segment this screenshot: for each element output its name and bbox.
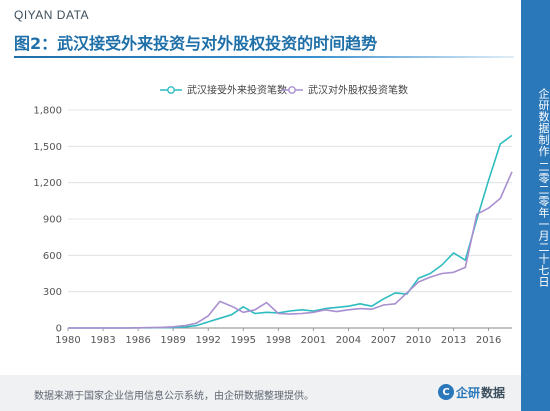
y-tick-label: 1,500 [33, 142, 62, 153]
series-line-2 [68, 171, 513, 329]
x-tick-label: 2004 [336, 335, 361, 346]
x-tick-label: 2001 [301, 335, 326, 346]
footer-source: 数据来源于国家企业信用信息公示系统，由企研数据整理提供。 [34, 391, 314, 402]
y-tick-label: 0 [56, 324, 62, 335]
x-tick-label: 1983 [90, 335, 115, 346]
title-underline [14, 56, 514, 58]
page-title: 图2：武汉接受外来投资与对外股权投资的时间趋势 [14, 34, 378, 53]
x-tick-label: 1998 [266, 335, 291, 346]
footer-bar [0, 375, 521, 411]
legend-label: 武汉接受外来投资笔数 [187, 84, 287, 97]
y-tick-label: 600 [43, 251, 62, 262]
legend-swatch-marker [167, 86, 175, 94]
x-tick-label: 1995 [231, 335, 256, 346]
y-tick-label: 300 [43, 287, 62, 298]
sidebar-band [521, 0, 550, 411]
logo-word-2: 数据 [481, 385, 506, 400]
y-tick-label: 1,200 [33, 178, 62, 189]
legend-label: 武汉对外股权投资笔数 [308, 84, 408, 97]
x-tick-label: 2016 [476, 335, 501, 346]
line-chart: 0 300 600 900 1,200 1,500 1,800 1980 1983 1986 198… [33, 84, 513, 346]
sidebar-credit: 企研数据制作 二零二零年一月二十七日 [537, 88, 550, 288]
x-tick-label: 2013 [441, 335, 466, 346]
x-tick-label: 2010 [406, 335, 431, 346]
legend-swatch-marker [288, 86, 296, 94]
series-line-1 [68, 134, 513, 329]
logo-icon: C [438, 384, 454, 400]
x-tick-label: 1992 [195, 335, 220, 346]
brand-name: QIYAN DATA [14, 8, 90, 22]
logo-word-1: 企研 [456, 385, 481, 400]
x-tick-label: 1989 [160, 335, 185, 346]
x-tick-label: 2007 [371, 335, 396, 346]
y-tick-label: 1,800 [33, 106, 62, 117]
x-tick-label: 1980 [55, 335, 80, 346]
company-logo: C 企研 数据 [438, 383, 505, 401]
y-tick-label: 900 [43, 215, 62, 226]
x-tick-label: 1986 [125, 335, 150, 346]
